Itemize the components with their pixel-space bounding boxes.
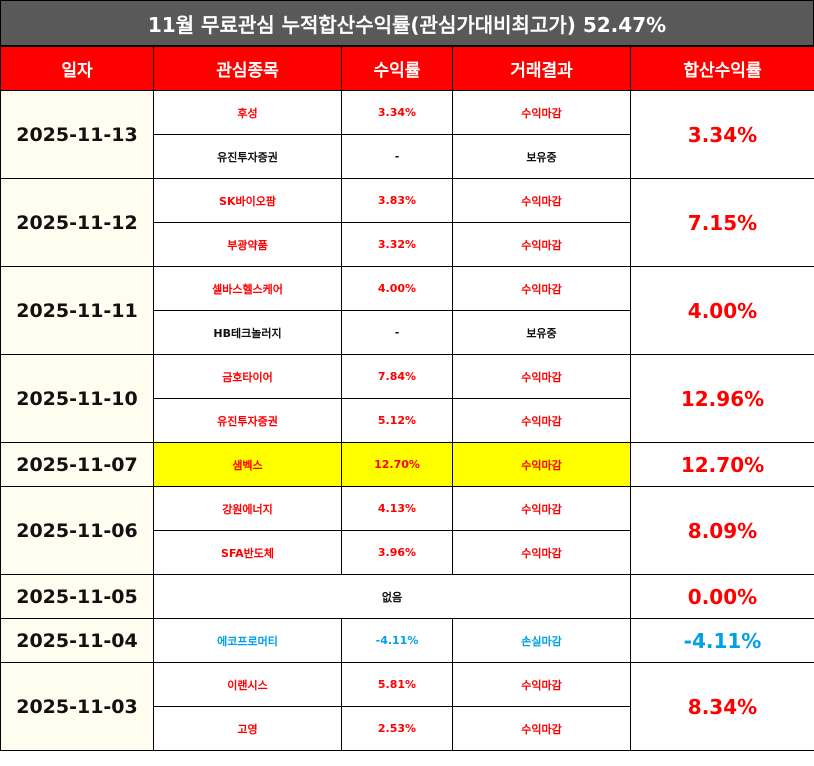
stock-cell: 후성 xyxy=(153,90,342,135)
result-cell: 수익마감 xyxy=(452,486,631,531)
total-cell: 8.34% xyxy=(630,662,814,751)
header-row: 일자 관심종목 수익률 거래결과 합산수익률 xyxy=(0,46,814,91)
no-picks-cell: 없음 xyxy=(153,574,631,619)
table-row: 고영 2.53% 수익마감 xyxy=(1,706,814,751)
return-cell: 3.34% xyxy=(341,90,453,135)
return-cell: 3.32% xyxy=(341,222,453,267)
stock-cell: 유진투자증권 xyxy=(153,134,342,179)
date-cell: 2025-11-03 xyxy=(0,662,154,751)
date-cell: 2025-11-07 xyxy=(0,442,154,487)
header-result: 거래결과 xyxy=(452,46,631,91)
result-cell: 수익마감 xyxy=(452,354,631,399)
date-cell: 2025-11-11 xyxy=(0,266,154,355)
table-row: 2025-11-13 후성 3.34% 수익마감 3.34% xyxy=(0,90,814,179)
result-cell: 수익마감 xyxy=(452,442,631,487)
return-cell: 5.12% xyxy=(341,398,453,443)
total-cell: 12.70% xyxy=(630,442,814,487)
stock-cell: 에코프로머티 xyxy=(153,618,342,663)
total-cell: 3.34% xyxy=(630,90,814,179)
result-cell: 수익마감 xyxy=(452,398,631,443)
result-cell: 손실마감 xyxy=(452,618,631,663)
return-cell: 3.96% xyxy=(341,530,453,575)
total-cell: 7.15% xyxy=(630,178,814,267)
table-row: 2025-11-12 SK바이오팜 3.83% 수익마감 7.15% xyxy=(0,178,814,267)
return-cell: 12.70% xyxy=(341,442,453,487)
table-row: 2025-11-07 샘벡스 12.70% 수익마감 12.70% xyxy=(0,442,814,487)
stock-cell: 금호타이어 xyxy=(153,354,342,399)
return-cell: 3.83% xyxy=(341,178,453,223)
result-cell: 수익마감 xyxy=(452,662,631,707)
result-cell: 수익마감 xyxy=(452,706,631,751)
header-total: 합산수익률 xyxy=(630,46,814,91)
table-row: 유진투자증권 - 보유중 xyxy=(1,134,814,179)
table-row: 2025-11-10 금호타이어 7.84% 수익마감 12.96% xyxy=(0,354,814,443)
date-cell: 2025-11-05 xyxy=(0,574,154,619)
return-cell: 7.84% xyxy=(341,354,453,399)
return-cell: - xyxy=(341,134,453,179)
result-cell: 수익마감 xyxy=(452,266,631,311)
stock-cell: 유진투자증권 xyxy=(153,398,342,443)
returns-table: 일자 관심종목 수익률 거래결과 합산수익률 2025-11-13 후성 3.3… xyxy=(0,46,814,751)
return-cell: - xyxy=(341,310,453,355)
total-cell: -4.11% xyxy=(630,618,814,663)
result-cell: 수익마감 xyxy=(452,530,631,575)
result-cell: 수익마감 xyxy=(452,90,631,135)
total-cell: 12.96% xyxy=(630,354,814,443)
stock-cell: 고영 xyxy=(153,706,342,751)
date-cell: 2025-11-12 xyxy=(0,178,154,267)
return-cell: 2.53% xyxy=(341,706,453,751)
date-cell: 2025-11-06 xyxy=(0,486,154,575)
table-row: HB테크놀러지 - 보유중 xyxy=(1,310,814,355)
stock-cell: 샘벡스 xyxy=(153,442,342,487)
date-cell: 2025-11-10 xyxy=(0,354,154,443)
stock-cell: 강원에너지 xyxy=(153,486,342,531)
date-cell: 2025-11-13 xyxy=(0,90,154,179)
result-cell: 보유중 xyxy=(452,134,631,179)
result-cell: 수익마감 xyxy=(452,222,631,267)
stock-cell: 이랜시스 xyxy=(153,662,342,707)
stock-cell: SFA반도체 xyxy=(153,530,342,575)
total-cell: 8.09% xyxy=(630,486,814,575)
table-row: 유진투자증권 5.12% 수익마감 xyxy=(1,398,814,443)
header-date: 일자 xyxy=(0,46,154,91)
stock-cell: HB테크놀러지 xyxy=(153,310,342,355)
return-cell: -4.11% xyxy=(341,618,453,663)
total-cell: 4.00% xyxy=(630,266,814,355)
table-row: 2025-11-05 없음 0.00% xyxy=(0,574,814,619)
table-row: 2025-11-04 에코프로머티 -4.11% 손실마감 -4.11% xyxy=(0,618,814,663)
header-stock: 관심종목 xyxy=(153,46,342,91)
header-return: 수익률 xyxy=(341,46,453,91)
table-row: 2025-11-11 셀바스헬스케어 4.00% 수익마감 4.00% xyxy=(0,266,814,355)
date-cell: 2025-11-04 xyxy=(0,618,154,663)
return-cell: 5.81% xyxy=(341,662,453,707)
table-row: 2025-11-03 이랜시스 5.81% 수익마감 8.34% xyxy=(0,662,814,751)
table-row: 2025-11-06 강원에너지 4.13% 수익마감 8.09% xyxy=(0,486,814,575)
return-cell: 4.13% xyxy=(341,486,453,531)
table-row: 부광약품 3.32% 수익마감 xyxy=(1,222,814,267)
stock-cell: 부광약품 xyxy=(153,222,342,267)
total-cell: 0.00% xyxy=(630,574,814,619)
result-cell: 수익마감 xyxy=(452,178,631,223)
stock-cell: SK바이오팜 xyxy=(153,178,342,223)
return-cell: 4.00% xyxy=(341,266,453,311)
table-row: SFA반도체 3.96% 수익마감 xyxy=(1,530,814,575)
stock-cell: 셀바스헬스케어 xyxy=(153,266,342,311)
page-title: 11월 무료관심 누적합산수익률(관심가대비최고가) 52.47% xyxy=(0,0,814,46)
result-cell: 보유중 xyxy=(452,310,631,355)
